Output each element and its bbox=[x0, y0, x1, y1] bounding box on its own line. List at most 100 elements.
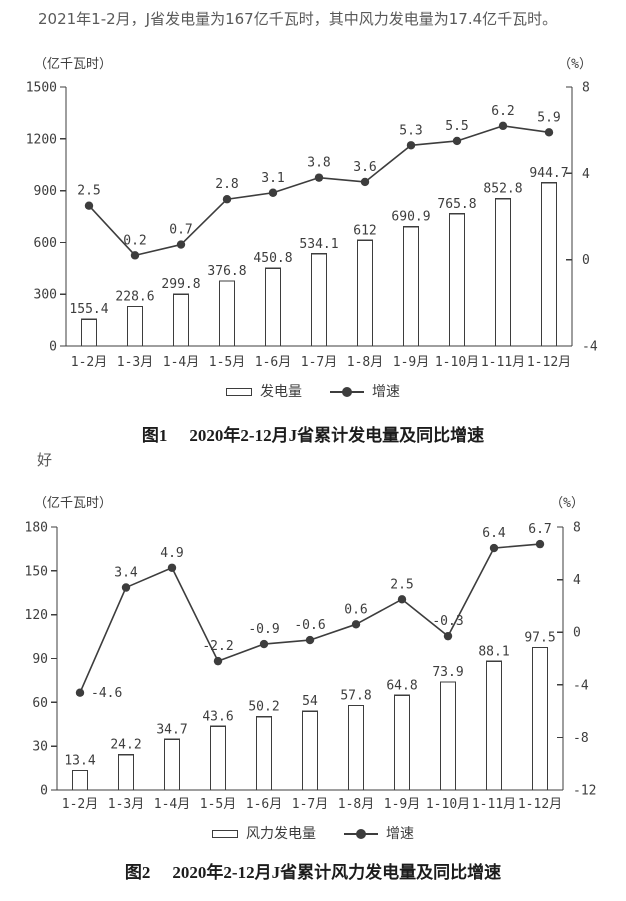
bar bbox=[163, 738, 181, 791]
line-point bbox=[176, 240, 186, 249]
figure1-chart-canvas: 0 300 600 900 1200 1500 -4 0 4 8 1-2月 1-3月 1-4月 1-5月 1… bbox=[26, 81, 598, 371]
line-value-label: 5.9 bbox=[537, 110, 560, 125]
intro-text: 2021年1-2月，J省发电量为167亿千瓦时，其中风力发电量为17.4亿千瓦时… bbox=[38, 10, 558, 28]
bar-value-label: 155.4 bbox=[69, 302, 108, 317]
left-axis-tick-label: 180 bbox=[25, 521, 48, 536]
bar bbox=[310, 253, 328, 347]
figure1-caption: 2020年2-12月J省累计发电量及同比增速 bbox=[189, 426, 485, 445]
right-axis-tick-label: 8 bbox=[582, 81, 590, 96]
right-axis-tick-label: 0 bbox=[582, 253, 590, 268]
bar-value-label: 97.5 bbox=[524, 631, 555, 646]
bar bbox=[439, 681, 457, 791]
left-axis-tick-label: 90 bbox=[32, 652, 48, 667]
bar bbox=[494, 198, 512, 347]
x-axis-category-label: 1-11月 bbox=[472, 797, 516, 812]
left-axis-tick-label: 600 bbox=[34, 236, 57, 251]
line-value-label: 6.7 bbox=[528, 522, 551, 537]
line-point bbox=[489, 543, 499, 553]
bar bbox=[448, 213, 466, 347]
line-point bbox=[406, 141, 416, 150]
figure2-legend-bar-label: 风力发电量 bbox=[246, 826, 316, 842]
x-axis-category-label: 1-11月 bbox=[481, 355, 525, 370]
bar-value-label: 450.8 bbox=[253, 251, 292, 266]
line-value-label: 3.8 bbox=[307, 156, 330, 171]
x-axis-category-label: 1-5月 bbox=[200, 797, 236, 812]
bar-value-label: 376.8 bbox=[207, 264, 246, 279]
left-axis-tick-label: 60 bbox=[32, 696, 48, 711]
line-point bbox=[222, 195, 232, 204]
x-axis-category-label: 1-4月 bbox=[163, 355, 199, 370]
x-axis-category-label: 1-12月 bbox=[518, 797, 562, 812]
line-point bbox=[351, 620, 361, 629]
figure2-title: 图2 2020年2-12月J省累计风力发电量及同比增速 bbox=[0, 858, 626, 883]
bar-value-label: 612 bbox=[353, 223, 376, 238]
left-axis-tick-label: 150 bbox=[25, 564, 48, 579]
bar-value-label: 765.8 bbox=[437, 197, 476, 212]
figure2-number: 图2 bbox=[124, 863, 151, 882]
line-point bbox=[535, 539, 545, 549]
x-axis-category-label: 1-9月 bbox=[384, 797, 420, 812]
x-axis-category-label: 1-9月 bbox=[393, 355, 429, 370]
figure1-title: 图1 2020年2-12月J省累计发电量及同比增速 bbox=[0, 421, 626, 446]
figure1-legend-bar-label: 发电量 bbox=[260, 384, 302, 400]
x-axis-category-label: 1-2月 bbox=[71, 355, 107, 370]
line-value-label: 3.6 bbox=[353, 160, 376, 175]
figure1-right-axis-unit: （%） bbox=[558, 57, 592, 72]
line-point bbox=[268, 188, 278, 197]
bar-value-label: 64.8 bbox=[386, 678, 417, 693]
x-axis-category-label: 1-12月 bbox=[527, 355, 571, 370]
x-axis-category-label: 1-5月 bbox=[209, 355, 245, 370]
figure2-left-axis-unit: （亿千瓦时） bbox=[34, 496, 113, 511]
right-axis-tick-label: 4 bbox=[573, 573, 581, 588]
line-point bbox=[544, 128, 554, 137]
bar bbox=[485, 660, 503, 791]
bar bbox=[126, 305, 144, 347]
x-axis-category-label: 1-2月 bbox=[62, 797, 98, 812]
bar-value-label: 690.9 bbox=[391, 210, 430, 225]
line-value-label: 2.5 bbox=[390, 577, 413, 592]
line-point bbox=[213, 656, 223, 666]
left-axis-tick-label: 1500 bbox=[26, 81, 57, 96]
figure2-right-axis-unit: （%） bbox=[550, 496, 584, 511]
line-point bbox=[167, 563, 177, 572]
x-axis-category-label: 1-8月 bbox=[338, 797, 374, 812]
bar bbox=[393, 694, 411, 791]
x-axis-category-label: 1-6月 bbox=[255, 355, 291, 370]
line-value-label: 6.4 bbox=[482, 526, 506, 541]
line-point bbox=[121, 583, 131, 592]
line-value-label: 2.5 bbox=[77, 184, 100, 199]
line-point bbox=[397, 595, 407, 604]
bar-value-label: 57.8 bbox=[340, 689, 371, 704]
figure1-legend: 发电量 增速 bbox=[0, 384, 626, 400]
bar bbox=[80, 318, 98, 347]
bar bbox=[347, 704, 365, 791]
bar bbox=[402, 226, 420, 347]
bar bbox=[209, 725, 227, 791]
left-axis-tick-label: 30 bbox=[32, 740, 48, 755]
right-axis-tick-label: 0 bbox=[573, 626, 581, 641]
right-axis-tick-label: 4 bbox=[582, 167, 590, 182]
figure2-legend: 风力发电量 增速 bbox=[0, 826, 626, 842]
line-value-label: -0.9 bbox=[248, 622, 279, 637]
left-axis-tick-label: 0 bbox=[49, 340, 57, 355]
bar-value-label: 534.1 bbox=[299, 237, 338, 252]
left-axis-tick-label: 300 bbox=[34, 288, 57, 303]
line-series-swatch-icon bbox=[330, 387, 364, 397]
bar-value-label: 24.2 bbox=[110, 738, 141, 753]
bar bbox=[356, 239, 374, 347]
line-value-label: 0.6 bbox=[344, 602, 367, 617]
left-axis-tick-label: 0 bbox=[40, 784, 48, 799]
bar-value-label: 299.8 bbox=[161, 277, 200, 292]
line-series-swatch-icon bbox=[344, 829, 378, 839]
stray-note-text: 好 bbox=[37, 451, 53, 469]
line-point bbox=[259, 639, 269, 649]
right-axis-tick-label: -8 bbox=[573, 731, 589, 746]
right-axis-tick-label: -4 bbox=[573, 678, 589, 693]
bar bbox=[117, 753, 135, 791]
line-value-label: 5.3 bbox=[399, 123, 422, 138]
line-point bbox=[75, 688, 85, 697]
line-value-label: 6.2 bbox=[491, 104, 514, 119]
x-axis-category-label: 1-7月 bbox=[292, 797, 328, 812]
right-axis-tick-label: -12 bbox=[573, 784, 596, 799]
